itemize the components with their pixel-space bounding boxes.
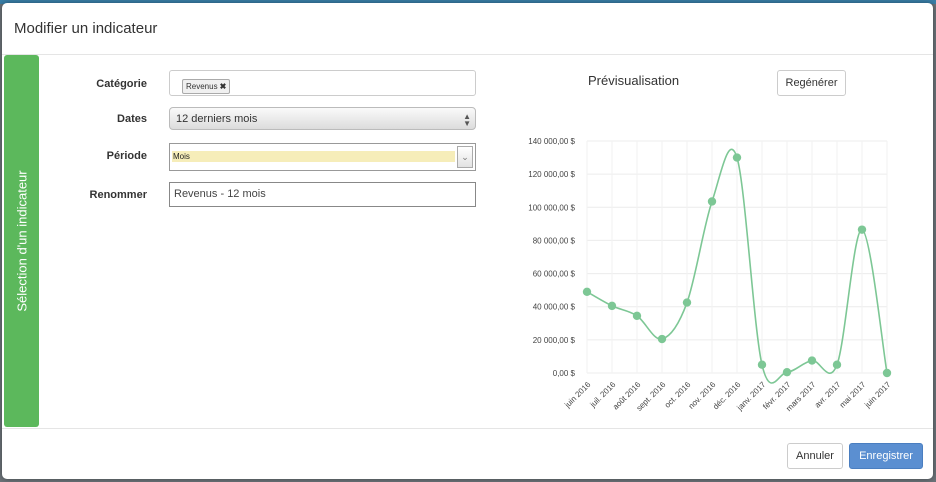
modal-header: Modifier un indicateur [2,3,933,55]
data-point [632,311,642,321]
regenerate-button[interactable]: Regénérer [777,70,846,96]
categorie-tag-input[interactable]: Revenus ✖ [169,70,476,96]
categorie-label: Catégorie [96,78,147,90]
periode-dropdown-button[interactable]: ⌄ [457,146,473,168]
data-point [807,356,817,365]
data-point [657,334,667,344]
save-button[interactable]: Enregistrer [849,443,923,469]
preview-title: Prévisualisation [588,73,680,88]
data-point [732,153,742,162]
y-tick-label: 0,00 $ [553,369,576,378]
x-tick-label: juin 2017 [862,380,892,410]
x-tick-label: juin 2016 [562,380,592,410]
data-point [832,360,842,369]
categorie-tag-label: Revenus [186,82,218,91]
edit-indicator-modal: Modifier un indicateur Sélection d'un in… [2,3,933,479]
data-point [857,225,867,234]
y-tick-label: 140 000,00 $ [528,137,575,146]
indicator-selection-tab[interactable]: Sélection d'un indicateur [4,55,39,427]
y-tick-label: 40 000,00 $ [533,303,576,312]
dates-select-value: 12 derniers mois [176,113,258,125]
dates-label: Dates [117,113,147,125]
renommer-input[interactable]: Revenus - 12 mois [169,182,476,207]
data-point [607,301,617,311]
data-point [582,287,592,296]
data-point [882,368,892,378]
y-tick-label: 80 000,00 $ [533,236,576,245]
categorie-tag: Revenus ✖ [182,79,231,94]
cancel-button[interactable]: Annuler [787,443,843,469]
periode-label: Période [106,150,147,162]
y-tick-label: 20 000,00 $ [533,336,576,345]
y-tick-label: 100 000,00 $ [528,203,575,212]
preview-chart: 0,00 $ 20 000,00 $ 40 000,00 $ 60 000,00 $ 8… [528,137,893,413]
x-tick-label: mai 2017 [838,380,868,410]
tag-remove-icon[interactable]: ✖ [219,82,227,91]
data-point [682,298,692,307]
data-point [757,360,767,369]
dates-select[interactable]: 12 derniers mois ▲ ▼ [169,107,476,130]
renommer-label: Renommer [89,189,147,201]
modal-title: Modifier un indicateur [14,20,158,37]
periode-select-value: Mois [172,151,455,162]
footer-divider [2,428,933,429]
periode-select[interactable]: Mois ⌄ [169,143,476,171]
series-line [586,148,888,384]
chevron-down-icon: ⌄ [461,152,469,162]
y-tick-label: 120 000,00 $ [528,170,575,179]
select-updown-icon: ▲ ▼ [463,112,471,128]
background-top-bar [0,0,936,4]
data-point [782,367,792,377]
y-tick-label: 60 000,00 $ [533,270,576,279]
data-point [707,197,717,206]
